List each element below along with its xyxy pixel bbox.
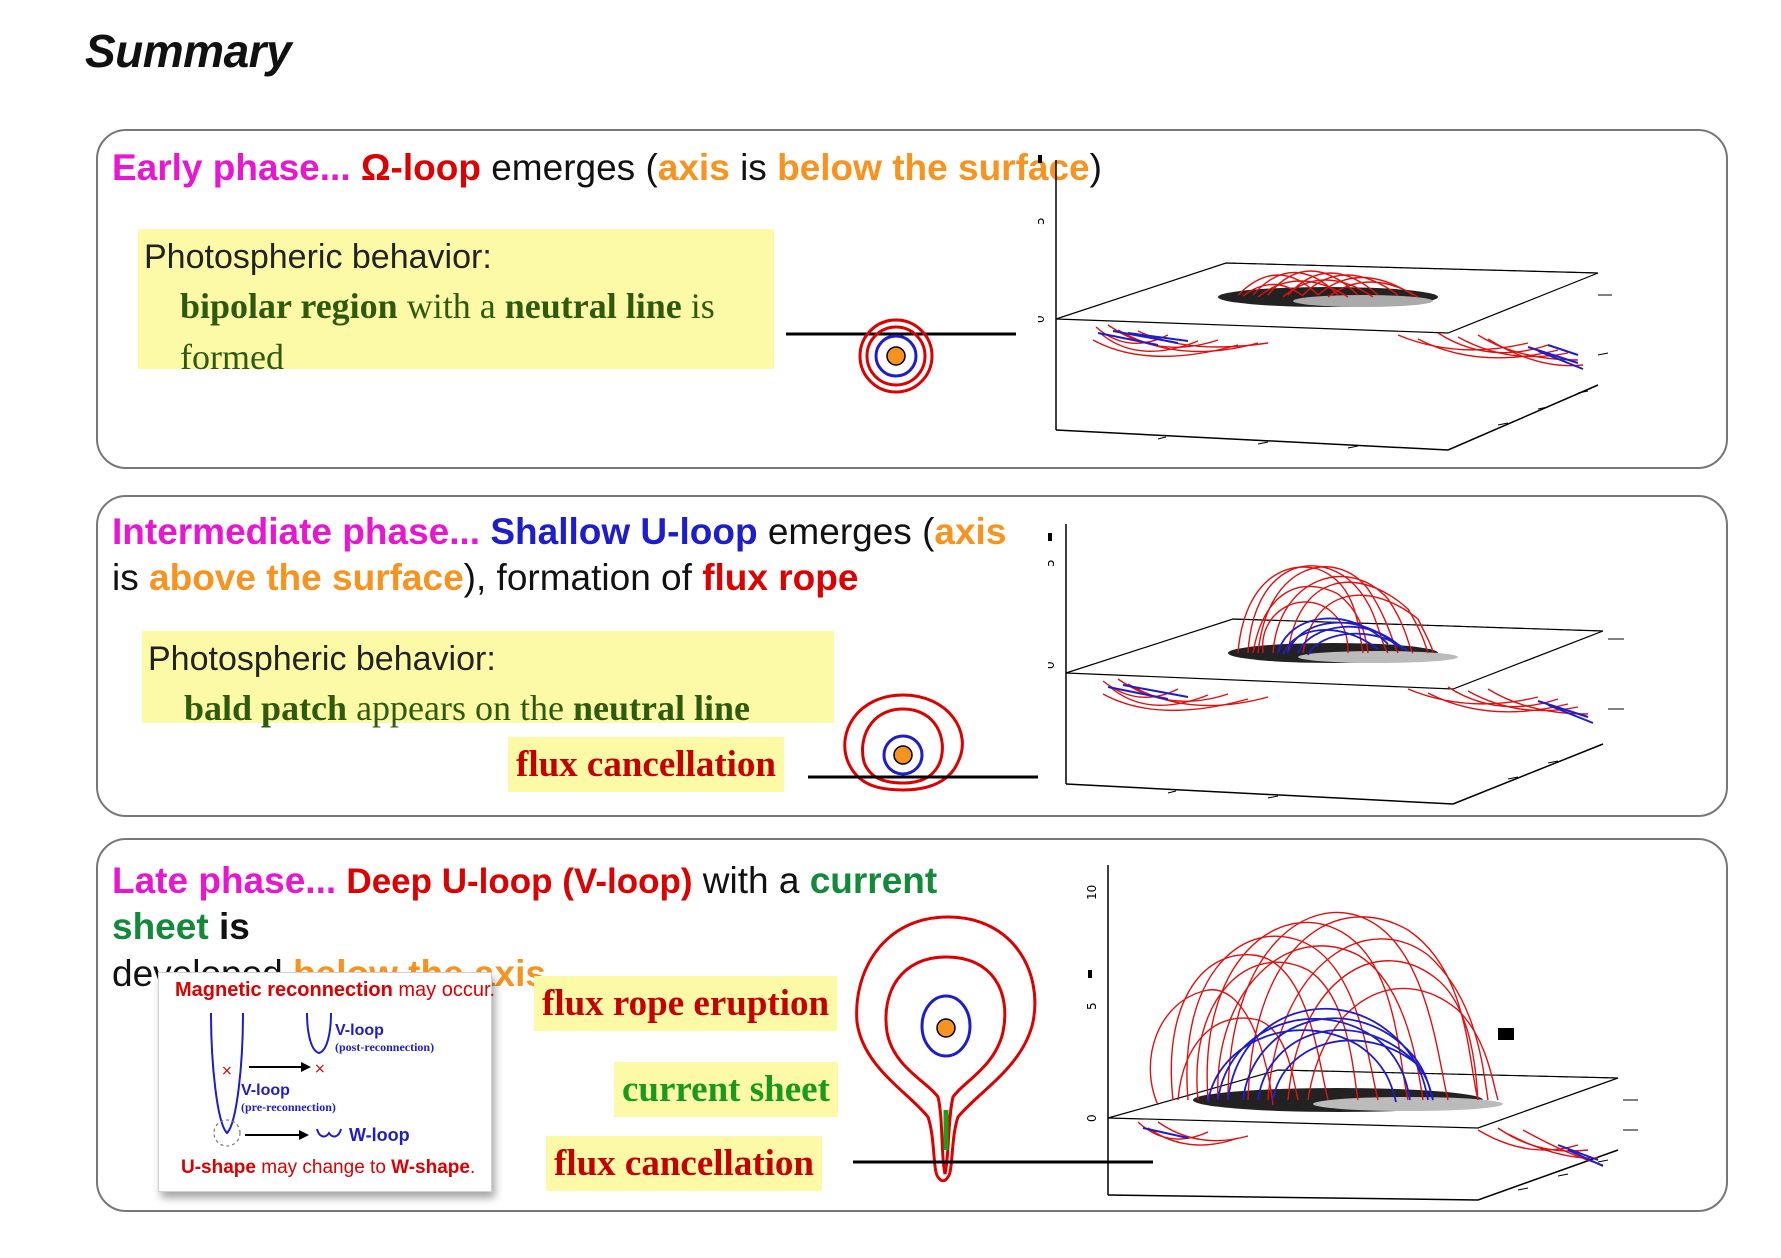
intermediate-phase-panel: Intermediate phase... Shallow U-loop eme…	[96, 495, 1728, 817]
flux-axis-marker	[893, 745, 913, 765]
flux-axis-marker	[886, 346, 906, 366]
loop-shapes-sketch: × ×	[210, 1012, 342, 1147]
flux-cancellation-tag: flux cancellation	[546, 1136, 823, 1191]
photospheric-box: Photospheric behavior: bald patch appear…	[142, 631, 834, 728]
tick-label: 5	[1048, 559, 1057, 567]
early-phase-heading: Early phase... Ω-loop emerges (axis is b…	[112, 147, 1102, 188]
phase-label: Early phase...	[112, 147, 351, 188]
tick-label: 5	[1038, 217, 1047, 225]
field-line-3d-plot: 10 5 0	[1085, 865, 1638, 1201]
page-title: Summary	[85, 25, 292, 77]
current-sheet-tag: current sheet	[614, 1062, 838, 1117]
tick-label: 0	[1085, 1114, 1099, 1122]
tick-label: 5	[1085, 1002, 1099, 1010]
loop-label: Deep U-loop (V-loop)	[346, 862, 693, 901]
v-loop-cross-section	[853, 915, 1153, 1183]
early-phase-panel: Early phase... Ω-loop emerges (axis is b…	[96, 129, 1728, 469]
phase-label: Late phase...	[112, 860, 337, 901]
shallow-u-loop-cross-section	[808, 693, 1038, 792]
flux-cancellation-tag: flux cancellation	[508, 737, 785, 792]
reconnection-inset: Magnetic reconnection may occur. × × V-l…	[158, 972, 495, 1192]
flux-rope-eruption-tag: flux rope eruption	[534, 976, 838, 1031]
loop-label: Ω-loop	[360, 147, 481, 188]
tick-label: 0	[1048, 661, 1057, 669]
photospheric-box: Photospheric behavior: bipolar region wi…	[138, 229, 774, 377]
field-line-3d-plot: 5 0	[1038, 155, 1612, 451]
svg-text:×: ×	[221, 1063, 233, 1079]
flux-axis-marker	[936, 1018, 956, 1038]
svg-text:×: ×	[314, 1061, 326, 1077]
tick-label: 10	[1085, 885, 1099, 900]
field-line-3d-plot: 5 0	[1048, 524, 1624, 805]
phase-label: Intermediate phase...	[112, 511, 481, 552]
late-phase-panel: Late phase... Deep U-loop (V-loop) with …	[96, 838, 1728, 1212]
omega-loop-cross-section	[786, 318, 1016, 394]
intermediate-phase-heading: Intermediate phase... Shallow U-loop eme…	[112, 511, 1007, 599]
tick-label: 0	[1038, 315, 1047, 323]
loop-label: Shallow U-loop	[490, 511, 758, 552]
